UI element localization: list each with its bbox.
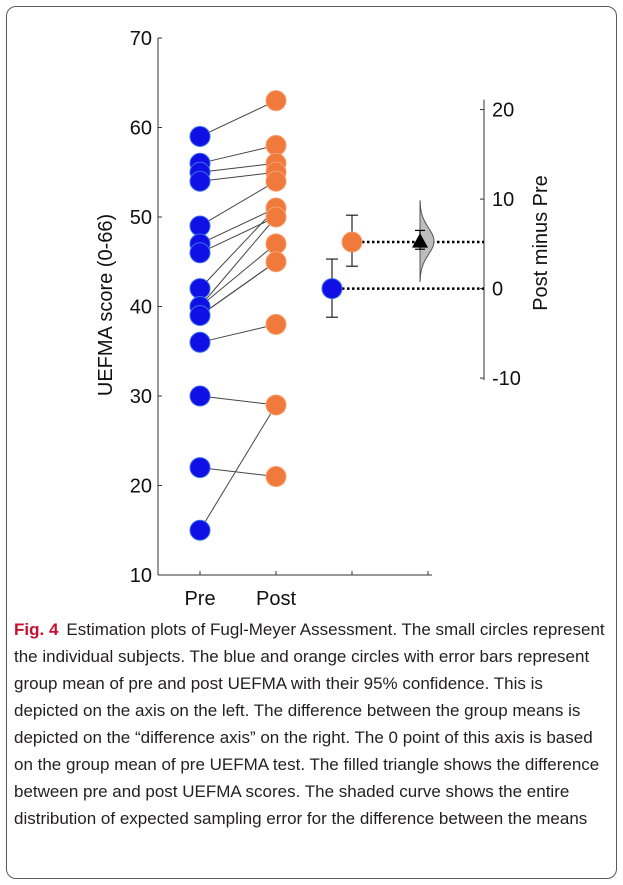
category-label: Pre (184, 588, 215, 610)
left-axis-title: UEFMA score (0-66) (95, 214, 117, 396)
pre-subject-dot (189, 170, 211, 192)
left-axis: 10 20 30 40 50 60 70 Pre Post (130, 28, 432, 610)
pair-line (199, 395, 277, 406)
pre-subject-dot (189, 331, 211, 353)
post-subject-dot (265, 394, 287, 416)
group-means (321, 214, 484, 318)
pair-line (199, 162, 277, 173)
post-subject-dot (265, 251, 287, 273)
left-tick-label: 60 (130, 118, 152, 140)
figure-frame (6, 6, 617, 879)
pre-subject-dot (189, 215, 211, 237)
pair-line (199, 144, 277, 164)
pair-line (199, 216, 277, 254)
pair-line (199, 207, 277, 245)
category-label: Post (256, 588, 296, 610)
pre-subject-dot (189, 519, 211, 541)
post-subject-dot (265, 134, 287, 156)
right-tick-label: -10 (492, 368, 521, 390)
pair-line (199, 467, 277, 478)
pre-subject-dot (189, 457, 211, 479)
post-subject-dot (265, 206, 287, 228)
post-subject-dot (265, 233, 287, 255)
left-tick-label: 50 (130, 207, 152, 229)
pre-subject-dot (189, 278, 211, 300)
figure-caption: Fig. 4 Estimation plots of Fugl-Meyer Ass… (14, 616, 610, 832)
left-tick-label: 20 (130, 476, 152, 498)
pre-subject-dot (189, 125, 211, 147)
left-tick-label: 10 (130, 565, 152, 587)
pre-subject-dot (189, 242, 211, 264)
post-subject-dot (265, 90, 287, 112)
post-group-mean-dot (341, 231, 363, 253)
paired-lines (199, 100, 277, 531)
pair-line (199, 404, 277, 531)
sampling-distribution-curve (419, 200, 435, 283)
post-subject-dot (265, 313, 287, 335)
pair-line (199, 171, 277, 182)
difference-mean-triangle (412, 233, 428, 248)
pair-line (199, 261, 277, 316)
pair-line (199, 180, 277, 227)
pre-subject-dot (189, 304, 211, 326)
post-subject-dot (265, 170, 287, 192)
pair-line (199, 207, 277, 289)
right-tick-label: 10 (492, 189, 514, 211)
figure-label: Fig. 4 (14, 620, 59, 639)
right-tick-label: 0 (492, 279, 503, 301)
right-axis: -10 0 10 20 (480, 99, 521, 390)
pre-group-mean-dot (321, 278, 343, 300)
pair-line (199, 216, 277, 307)
subject-dots (189, 90, 287, 541)
pair-line (199, 243, 277, 307)
pre-subject-dot (189, 385, 211, 407)
left-tick-label: 30 (130, 386, 152, 408)
left-tick-label: 40 (130, 297, 152, 319)
right-tick-label: 20 (492, 100, 514, 122)
pair-line (199, 100, 277, 137)
right-axis-title: Post minus Pre (530, 175, 552, 311)
left-tick-label: 70 (130, 28, 152, 50)
pair-line (199, 323, 277, 343)
estimation-plot: 10 20 30 40 50 60 70 Pre Post -10 0 10 20 UEFMA sco… (95, 28, 552, 610)
caption-text: Estimation plots of Fugl-Meyer Assessmen… (14, 620, 605, 828)
post-subject-dot (265, 466, 287, 488)
difference-estimate (412, 200, 435, 283)
